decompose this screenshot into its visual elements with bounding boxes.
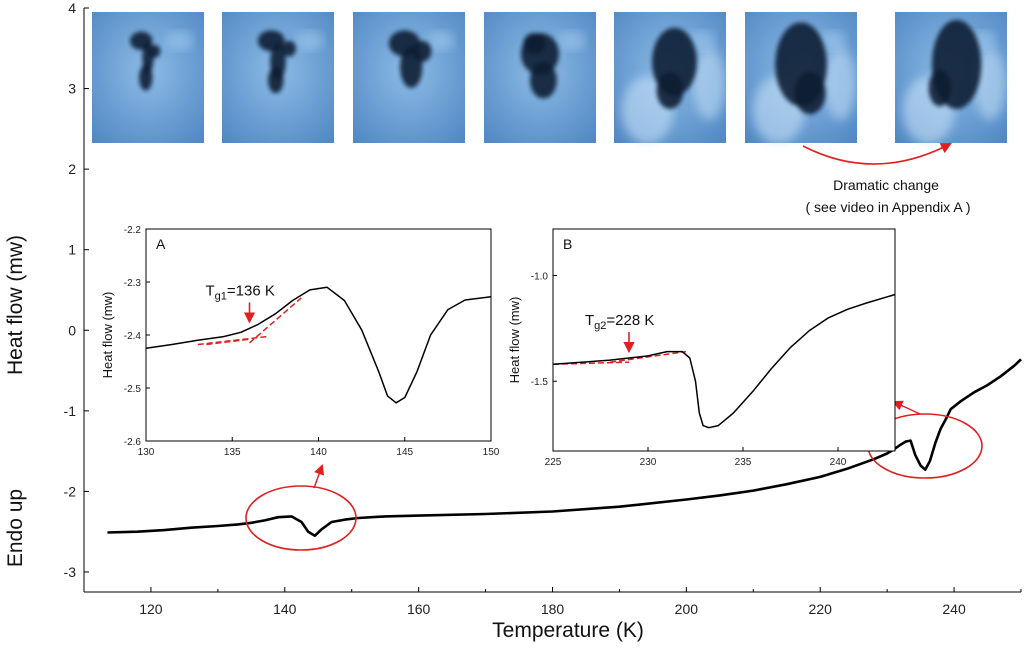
inset-frame — [552, 228, 896, 452]
small-dark-spot — [130, 31, 161, 91]
spot-blob — [413, 40, 432, 62]
microscope-photo-3 — [353, 12, 465, 143]
photo-highlight — [818, 30, 847, 51]
photo-frost — [974, 48, 1007, 121]
x-tick-label: 120 — [139, 601, 163, 617]
spot-blob — [282, 40, 296, 57]
microscope-photo-1 — [92, 12, 204, 143]
spot-blob — [267, 67, 284, 94]
spot-blob — [529, 61, 557, 99]
y-tick-label: -3 — [64, 564, 77, 580]
photo-highlight — [165, 30, 194, 51]
y-axis-title: Heat flow (mw) — [4, 235, 27, 375]
inset-b-pointer-arrow — [892, 400, 921, 415]
large-dark-spot — [652, 27, 697, 109]
inset-frame — [145, 228, 492, 442]
inset-y-tick-label: -2.2 — [124, 225, 142, 236]
small-dark-spot — [257, 30, 296, 94]
inset-heat-flow-curve — [552, 293, 896, 429]
video-reference-label: ( see video in Appendix A ) — [806, 199, 971, 215]
x-tick-label: 240 — [942, 601, 966, 617]
medium-dark-spot — [388, 30, 432, 88]
microscope-photo-2 — [222, 12, 334, 143]
tangent-line — [206, 338, 250, 346]
x-axis-title: Temperature (K) — [492, 619, 644, 642]
inset-heat-flow-curve — [145, 286, 492, 404]
inset-panel-b: 225 230 235 240 -1.5 -1.0 B Heat flow (mw) Tg2=2… — [507, 228, 896, 468]
inset-y-tick-label: -2.6 — [124, 437, 142, 448]
spot-blob — [656, 72, 684, 109]
photo-frost — [693, 48, 726, 121]
inset-x-tick-label: 225 — [545, 457, 562, 468]
inset-y-tick-label: -2.4 — [124, 331, 142, 342]
dramatic-change-label: Dramatic change — [833, 177, 939, 193]
photo-highlight — [295, 30, 324, 51]
y-tick-label: -1 — [64, 403, 77, 419]
inset-a-pointer-arrow — [313, 464, 325, 489]
microscope-photo-6 — [745, 12, 857, 145]
inset-x-tick-label: 240 — [830, 457, 847, 468]
y-tick-label: 2 — [68, 161, 76, 177]
axis-titles: Temperature (K) Heat flow (mw) Endo up — [4, 235, 644, 642]
medium-dark-spot — [520, 32, 560, 99]
glass-transition-1-highlight — [245, 485, 357, 551]
tg-label: Tg1=136 K — [206, 282, 275, 302]
large-dark-spot — [928, 19, 982, 109]
spot-blob — [794, 72, 826, 115]
inset-y-axis-title: Heat flow (mw) — [507, 297, 522, 384]
main-curve-layer — [107, 358, 1022, 537]
inset-x-tick-label: 135 — [224, 447, 241, 458]
inset-x-tick-label: 140 — [310, 447, 327, 458]
annotation-layer: Dramatic change ( see video in Appendix … — [245, 142, 983, 551]
dramatic-change-arrow — [802, 142, 952, 165]
inset-y-axis-title: Heat flow (mw) — [100, 292, 115, 379]
y-tick-label: 0 — [68, 322, 76, 338]
x-tick-label: 220 — [809, 601, 833, 617]
main-axes: 120 140 160 180 200 220 240 -3 -2 -1 0 1 2 3 4 — [64, 0, 1022, 617]
spot-blob — [139, 64, 153, 91]
microscope-photo-4 — [484, 12, 596, 143]
photo-highlight — [426, 30, 455, 51]
y-tick-label: 3 — [68, 81, 76, 97]
spot-blob — [523, 32, 546, 54]
x-tick-label: 200 — [675, 601, 699, 617]
y-tick-label: -2 — [64, 483, 77, 499]
inset-y-tick-label: -2.5 — [124, 384, 142, 395]
x-tick-label: 160 — [407, 601, 431, 617]
inset-panel-letter: B — [563, 236, 572, 252]
x-tick-label: 180 — [541, 601, 565, 617]
inset-x-tick-label: 130 — [138, 447, 155, 458]
photo-highlight — [557, 30, 586, 51]
inset-y-tick-label: -2.3 — [124, 278, 142, 289]
tangent-line — [249, 297, 302, 344]
tangent-line — [197, 335, 267, 346]
spot-blob — [928, 69, 951, 107]
inset-x-tick-label: 235 — [735, 457, 752, 468]
photo-highlight — [687, 30, 716, 51]
y-tick-label: 1 — [68, 242, 76, 258]
microscope-photo-7 — [895, 12, 1007, 145]
spot-blob — [149, 44, 161, 58]
inset-panel-a: 130 135 140 145 150 -2.6 -2.5 -2.4 -2.3 -2.2 A Heat… — [100, 225, 500, 458]
y-tick-label: 4 — [68, 0, 76, 16]
x-tick-label: 140 — [273, 601, 297, 617]
inset-x-tick-label: 230 — [640, 457, 657, 468]
inset-x-tick-label: 145 — [396, 447, 413, 458]
inset-y-tick-label: -1.5 — [531, 377, 549, 388]
tangent-line — [609, 350, 687, 363]
heat-flow-curve — [107, 358, 1022, 537]
microscope-photo-5 — [614, 12, 726, 145]
photo-frost — [824, 48, 857, 121]
photo-strip — [92, 12, 1007, 145]
inset-x-tick-label: 150 — [483, 447, 500, 458]
y-axis-secondary-title: Endo up — [4, 489, 27, 567]
large-dark-spot — [775, 22, 827, 115]
inset-y-tick-label: -1.0 — [531, 272, 549, 283]
tg-label: Tg2=228 K — [585, 312, 654, 332]
inset-panel-letter: A — [156, 236, 166, 252]
